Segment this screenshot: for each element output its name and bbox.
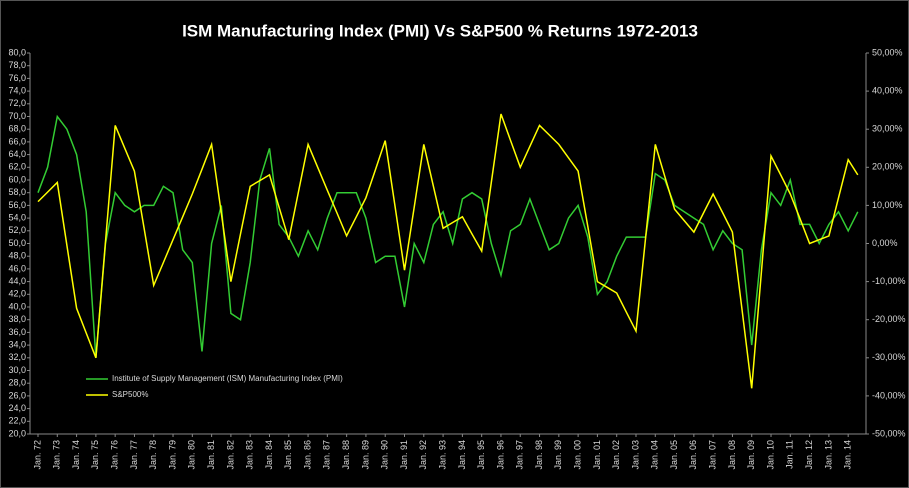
y-tick-label: 80,0 xyxy=(8,47,26,57)
x-tick-label: Jan. 03 xyxy=(630,440,640,470)
x-tick-label: Jan. 12 xyxy=(804,440,814,470)
x-tick-label: Jan. 01 xyxy=(592,440,602,470)
y-tick-label: 50,0 xyxy=(8,238,26,248)
x-tick-label: Jan. 76 xyxy=(110,440,120,470)
y-tick-label: 22,0 xyxy=(8,416,26,426)
x-tick-label: Jan. 93 xyxy=(437,440,447,470)
x-tick-label: Jan. 78 xyxy=(148,440,158,470)
y-tick-label: 20,0 xyxy=(8,428,26,438)
y-tick-label: 54,0 xyxy=(8,212,26,222)
y-tick-label: 30,0 xyxy=(8,365,26,375)
x-tick-label: Jan. 09 xyxy=(746,440,756,470)
x-tick-label: Jan. 94 xyxy=(457,440,467,470)
y-tick-label: 58,0 xyxy=(8,187,26,197)
y2-tick-label: -40,00% xyxy=(872,390,906,400)
y-tick-label: 68,0 xyxy=(8,124,26,134)
y-tick-label: 70,0 xyxy=(8,111,26,121)
y-tick-label: 46,0 xyxy=(8,263,26,273)
y-tick-label: 74,0 xyxy=(8,85,26,95)
x-tick-label: Jan. 14 xyxy=(843,440,853,470)
x-tick-label: Jan. 02 xyxy=(611,440,621,470)
y2-tick-label: 30,00% xyxy=(872,124,903,134)
x-tick-label: Jan. 88 xyxy=(341,440,351,470)
y-tick-label: 60,0 xyxy=(8,174,26,184)
x-tick-label: Jan. 82 xyxy=(225,440,235,470)
y-tick-label: 62,0 xyxy=(8,162,26,172)
y-tick-label: 56,0 xyxy=(8,200,26,210)
x-tick-label: Jan. 81 xyxy=(206,440,216,470)
x-tick-label: Jan. 13 xyxy=(823,440,833,470)
x-tick-label: Jan. 97 xyxy=(515,440,525,470)
x-tick-label: Jan. 96 xyxy=(495,440,505,470)
y-tick-label: 28,0 xyxy=(8,378,26,388)
x-tick-label: Jan. 11 xyxy=(785,440,795,469)
y-tick-label: 26,0 xyxy=(8,390,26,400)
x-tick-label: Jan. 92 xyxy=(418,440,428,470)
y2-tick-label: 20,00% xyxy=(872,162,903,172)
x-tick-label: Jan. 83 xyxy=(245,440,255,470)
x-tick-label: Jan. 07 xyxy=(708,440,718,470)
y2-tick-label: 10,00% xyxy=(872,200,903,210)
y2-tick-label: 0,00% xyxy=(872,238,898,248)
x-tick-label: Jan. 08 xyxy=(727,440,737,470)
x-tick-label: Jan. 00 xyxy=(572,440,582,470)
x-tick-label: Jan. 89 xyxy=(360,440,370,470)
x-tick-label: Jan. 95 xyxy=(476,440,486,470)
y-tick-label: 44,0 xyxy=(8,276,26,286)
y-tick-label: 36,0 xyxy=(8,327,26,337)
x-tick-label: Jan. 90 xyxy=(380,440,390,470)
x-tick-label: Jan. 87 xyxy=(322,440,332,470)
y2-tick-label: -10,00% xyxy=(872,276,906,286)
x-tick-label: Jan. 85 xyxy=(283,440,293,470)
series-line xyxy=(37,114,859,358)
y2-tick-label: -30,00% xyxy=(872,352,906,362)
x-tick-label: Jan. 84 xyxy=(264,440,274,470)
y-tick-label: 38,0 xyxy=(8,314,26,324)
legend-label: Institute of Supply Management (ISM) Man… xyxy=(112,374,343,383)
x-tick-label: Jan. 74 xyxy=(71,440,81,470)
x-tick-label: Jan. 10 xyxy=(765,440,775,470)
x-tick-label: Jan. 79 xyxy=(167,440,177,470)
y2-tick-label: 40,00% xyxy=(872,85,903,95)
y-tick-label: 52,0 xyxy=(8,225,26,235)
legend-label: S&P500% xyxy=(112,390,148,399)
y-tick-label: 24,0 xyxy=(8,403,26,413)
x-tick-label: Jan. 73 xyxy=(52,440,62,470)
y2-tick-label: 50,00% xyxy=(872,47,903,57)
y-tick-label: 40,0 xyxy=(8,301,26,311)
x-tick-label: Jan. 80 xyxy=(187,440,197,470)
x-tick-label: Jan. 06 xyxy=(688,440,698,470)
x-tick-label: Jan. 91 xyxy=(399,440,409,470)
x-tick-label: Jan. 86 xyxy=(302,440,312,470)
x-tick-label: Jan. 99 xyxy=(553,440,563,470)
legend-box xyxy=(80,370,370,406)
x-tick-label: Jan. 04 xyxy=(650,440,660,470)
y-tick-label: 76,0 xyxy=(8,73,26,83)
x-tick-label: Jan. 77 xyxy=(129,440,139,470)
y-tick-label: 34,0 xyxy=(8,339,26,349)
y2-tick-label: -20,00% xyxy=(872,314,906,324)
x-tick-label: Jan. 75 xyxy=(90,440,100,470)
x-tick-label: Jan. 72 xyxy=(32,440,42,470)
chart-title: ISM Manufacturing Index (PMI) Vs S&P500 … xyxy=(182,21,698,40)
y-tick-label: 72,0 xyxy=(8,98,26,108)
y-tick-label: 78,0 xyxy=(8,60,26,70)
y-tick-label: 32,0 xyxy=(8,352,26,362)
x-tick-label: Jan. 98 xyxy=(534,440,544,470)
y-tick-label: 66,0 xyxy=(8,136,26,146)
y-tick-label: 48,0 xyxy=(8,251,26,261)
y2-tick-label: -50,00% xyxy=(872,428,906,438)
series-line xyxy=(37,113,859,389)
y-tick-label: 64,0 xyxy=(8,149,26,159)
x-tick-label: Jan. 05 xyxy=(669,440,679,470)
y-tick-label: 42,0 xyxy=(8,289,26,299)
